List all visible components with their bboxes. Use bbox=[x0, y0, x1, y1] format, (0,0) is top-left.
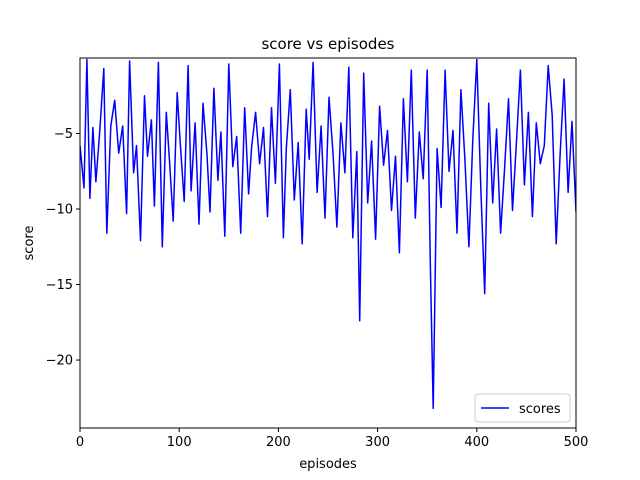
series-layer bbox=[80, 58, 576, 410]
x-tick-label: 400 bbox=[464, 435, 489, 450]
plot-frame bbox=[79, 57, 577, 429]
x-tick-label: 300 bbox=[365, 435, 390, 450]
x-axis-title: episodes bbox=[299, 457, 357, 472]
y-tick-label: −20 bbox=[46, 354, 73, 369]
y-tick-label: −10 bbox=[46, 203, 73, 218]
x-axis: 0 100 200 300 400 500 bbox=[76, 428, 589, 450]
legend: scores bbox=[474, 393, 571, 423]
legend-box bbox=[474, 393, 571, 423]
y-tick-label: −15 bbox=[46, 278, 73, 293]
y-axis-title: score bbox=[22, 226, 37, 261]
x-tick-label: 0 bbox=[76, 435, 84, 450]
chart-title: score vs episodes bbox=[261, 35, 394, 53]
x-tick-label: 100 bbox=[167, 435, 192, 450]
y-tick-label: −5 bbox=[54, 127, 73, 142]
legend-label: scores bbox=[519, 402, 561, 417]
series-line-scores bbox=[80, 58, 576, 410]
y-axis: −5 −10 −15 −20 bbox=[46, 127, 80, 369]
x-tick-label: 500 bbox=[564, 435, 589, 450]
x-tick-label: 200 bbox=[266, 435, 291, 450]
